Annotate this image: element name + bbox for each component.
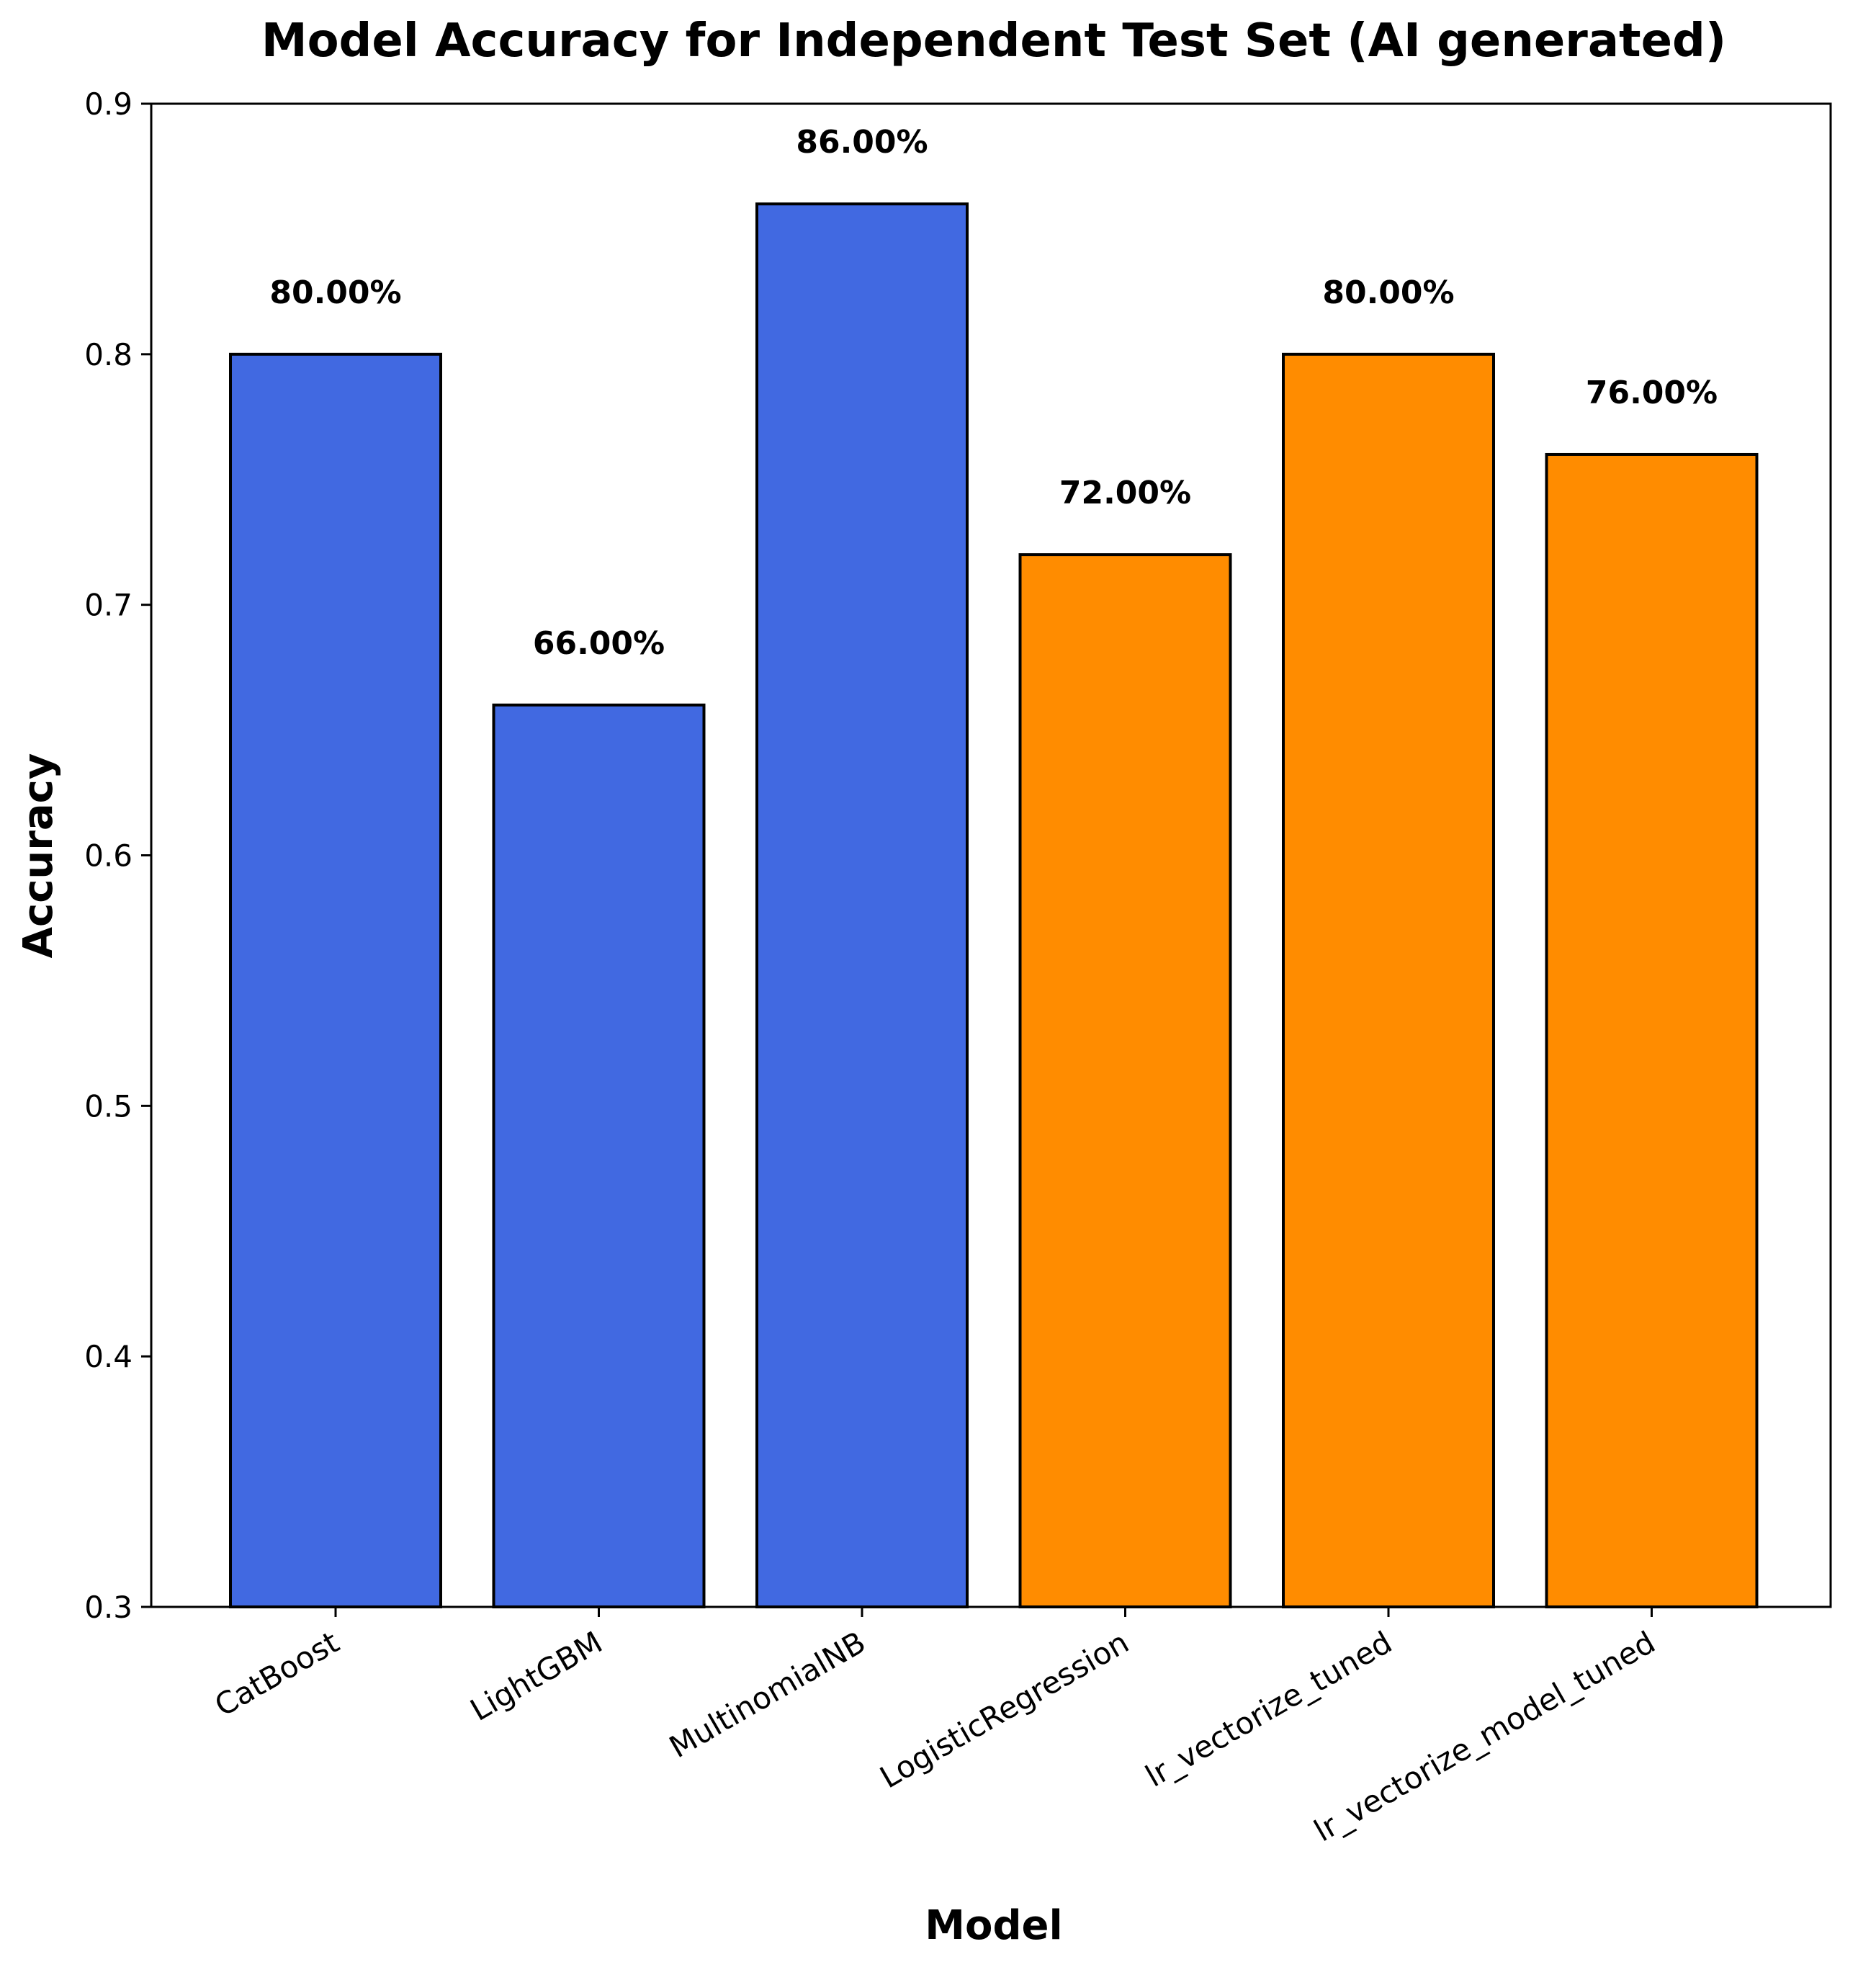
data-label: 76.00% <box>1586 375 1718 411</box>
y-axis-label: Accuracy <box>15 753 62 959</box>
chart-title: Model Accuracy for Independent Test Set … <box>261 14 1726 68</box>
y-tick-label: 0.4 <box>84 1339 133 1374</box>
bar-lightgbm <box>492 703 706 1608</box>
bar-catboost <box>229 352 442 1608</box>
bar-logisticregression <box>1018 553 1232 1608</box>
y-tick-label: 0.7 <box>84 588 133 623</box>
data-labels-layer: 80.00% 66.00% 86.00% 72.00% 80.00% 76.00% <box>269 124 1718 662</box>
y-tick-label: 0.9 <box>84 86 133 122</box>
data-label: 80.00% <box>269 274 401 311</box>
bars-layer <box>229 202 1759 1609</box>
bar-lr-vectorize-model-tuned <box>1545 452 1759 1608</box>
y-axis: 0.3 0.4 0.5 0.6 0.7 0.8 0.9 <box>84 86 151 1625</box>
y-tick-label: 0.8 <box>84 337 133 372</box>
x-axis-label: Model <box>925 1902 1062 1949</box>
data-label: 80.00% <box>1322 274 1454 311</box>
y-tick-label: 0.5 <box>84 1088 133 1124</box>
bar-multinomialnb <box>755 202 969 1609</box>
data-label: 66.00% <box>533 625 665 662</box>
y-tick-label: 0.6 <box>84 838 133 874</box>
bar-lr-vectorize-tuned <box>1282 352 1495 1608</box>
data-label: 86.00% <box>796 124 928 161</box>
y-tick-label: 0.3 <box>84 1590 133 1625</box>
data-label: 72.00% <box>1059 475 1191 511</box>
